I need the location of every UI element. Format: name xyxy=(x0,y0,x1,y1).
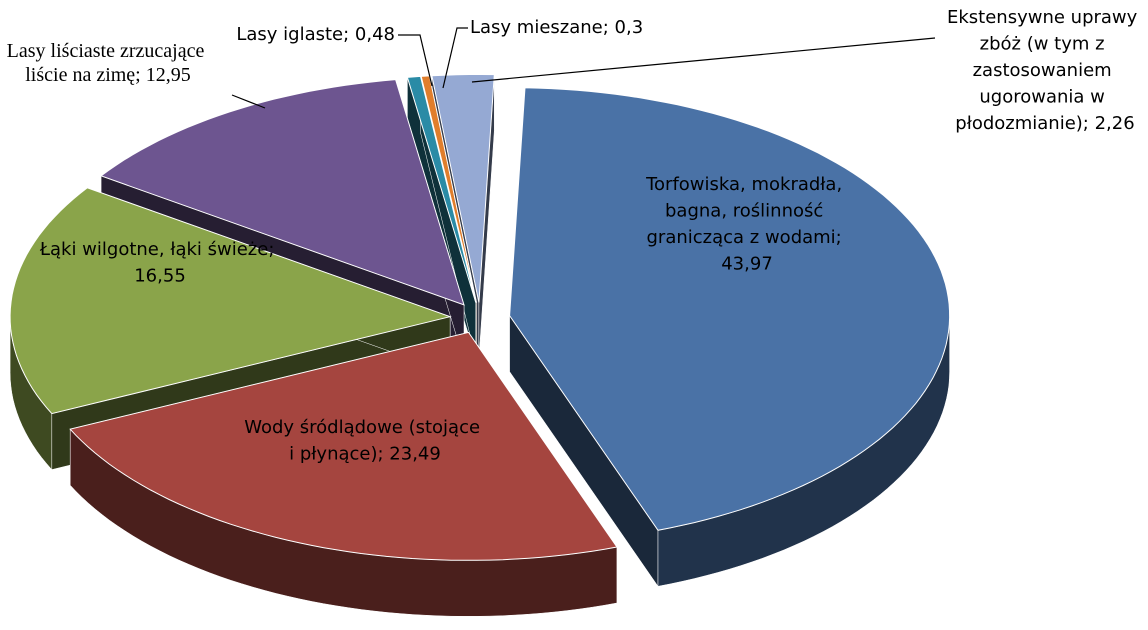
data-label-line: płodozmianie); 2,26 xyxy=(955,113,1134,134)
leader-line xyxy=(231,94,266,109)
data-label-line: Lasy iglaste; 0,48 xyxy=(236,24,395,45)
data-label-line: zastosowaniem xyxy=(973,60,1118,81)
data-label-line: Łąki wilgotne, łąki świeże; xyxy=(39,239,280,260)
slice-group xyxy=(509,87,951,588)
data-label: Torfowiska, mokradła, bagna, roślinność … xyxy=(645,174,848,275)
data-label-line: bagna, roślinność xyxy=(665,201,829,222)
data-label-line: ugorowania w xyxy=(979,87,1110,108)
data-label-line: zbóż (w tym z xyxy=(980,34,1111,55)
slice-group xyxy=(69,331,618,617)
data-label-line: i płynące); 23,49 xyxy=(289,444,441,465)
data-label-line: Ekstensywne uprawy xyxy=(947,7,1143,28)
slice xyxy=(406,75,477,303)
slice xyxy=(509,87,951,531)
data-label-line: 16,55 xyxy=(134,266,186,287)
slice xyxy=(9,187,452,415)
data-label: Lasy liściaste zrzucające liście na zimę… xyxy=(7,40,210,86)
data-label-line: Wody śródlądowe (stojące xyxy=(244,417,486,438)
data-label: Lasy iglaste; 0,48 xyxy=(236,24,395,45)
slice xyxy=(420,75,477,303)
data-label: Ekstensywne uprawy zbóż (w tym z zastoso… xyxy=(947,7,1143,134)
slice xyxy=(431,74,495,303)
data-label-line: Lasy mieszane; 0,3 xyxy=(470,17,643,38)
slice xyxy=(69,331,618,561)
leader-line xyxy=(471,37,936,83)
data-label-line: granicząca z wodami; xyxy=(647,227,848,248)
data-label: Lasy mieszane; 0,3 xyxy=(470,17,643,38)
leader-line xyxy=(398,34,433,87)
data-label-line: liście na zimę; 12,95 xyxy=(25,64,191,86)
data-label: Wody śródlądowe (stojące i płynące); 23,… xyxy=(244,417,486,465)
data-label-line: Lasy liściaste zrzucające xyxy=(7,40,210,62)
leader-line xyxy=(442,27,468,89)
data-label-line: Torfowiska, mokradła, xyxy=(645,174,848,195)
data-label-line: 43,97 xyxy=(721,254,773,275)
data-label: Łąki wilgotne, łąki świeże; 16,55 xyxy=(39,239,280,287)
slice xyxy=(100,79,465,306)
